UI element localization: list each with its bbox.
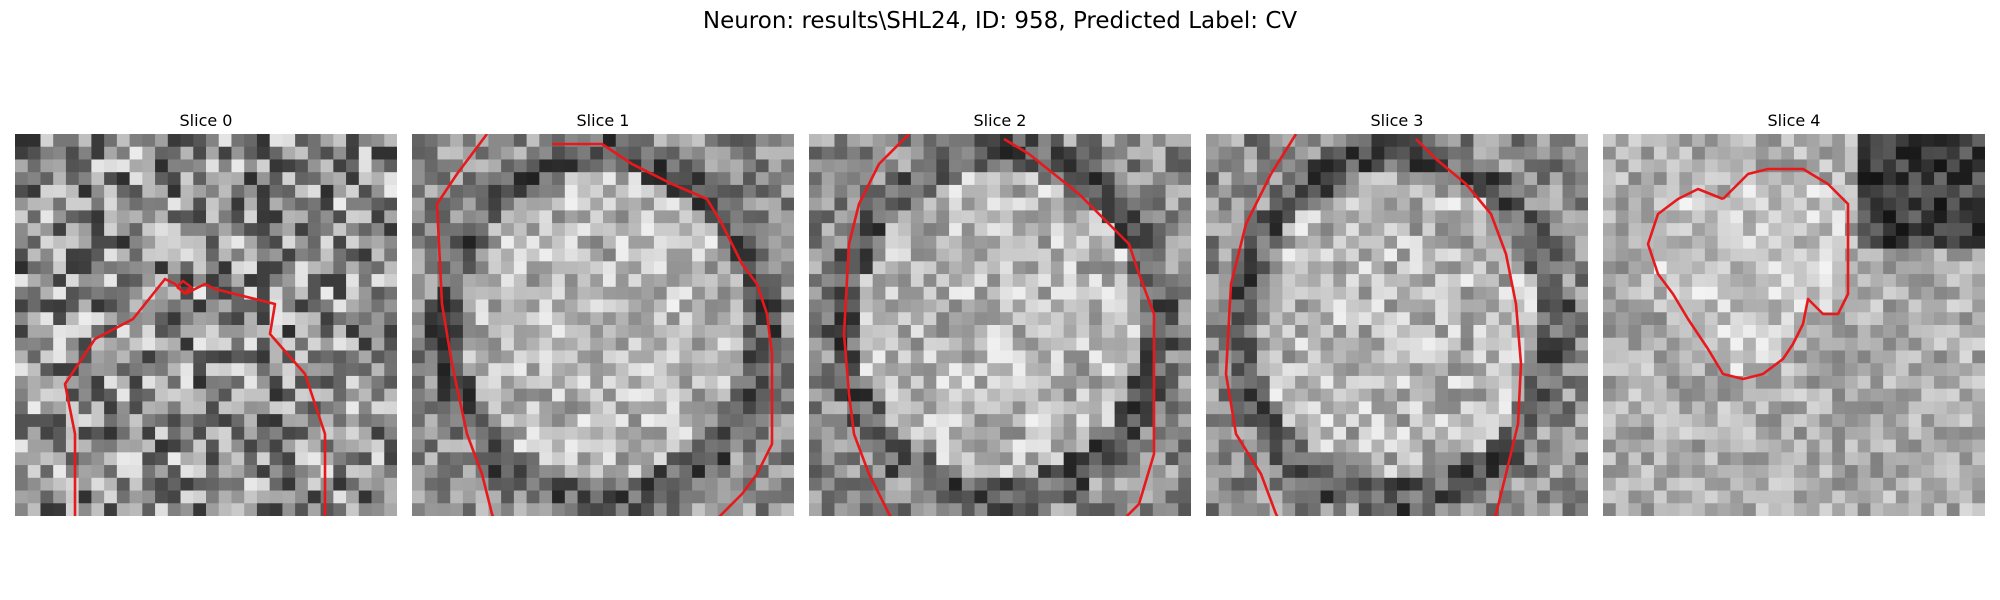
roi-contour <box>552 142 774 516</box>
roi-contour <box>176 279 193 295</box>
slice-panel-0: Slice 0 <box>15 110 397 516</box>
slice-panel-2: Slice 2 <box>809 110 1191 516</box>
slice-title: Slice 3 <box>1370 111 1424 130</box>
slice-image <box>15 134 397 516</box>
slice-title: Slice 2 <box>973 111 1027 130</box>
slice-title: Slice 0 <box>179 111 233 130</box>
figure-title: Neuron: results\SHL24, ID: 958, Predicte… <box>702 8 1298 34</box>
pixel-texture <box>1603 134 1985 516</box>
slice-image <box>412 134 794 516</box>
slice-title: Slice 1 <box>576 111 630 130</box>
slice-image <box>1603 134 1985 516</box>
slice-image <box>1206 134 1588 516</box>
slice-panel-1: Slice 1 <box>412 110 794 516</box>
roi-contour <box>1646 167 1850 381</box>
roi-contour <box>1224 134 1298 516</box>
roi-contour <box>1415 138 1523 516</box>
pixel-texture <box>809 134 1191 516</box>
roi-contour <box>63 277 327 516</box>
pixel-texture <box>1206 134 1588 516</box>
roi-contour <box>1003 137 1156 516</box>
slice-title: Slice 4 <box>1767 111 1821 130</box>
slice-panel-4: Slice 4 <box>1603 110 1985 516</box>
slice-panel-3: Slice 3 <box>1206 110 1588 516</box>
roi-contour <box>842 134 910 516</box>
roi-contour <box>435 134 495 516</box>
slice-image <box>809 134 1191 516</box>
pixel-texture <box>412 134 794 516</box>
pixel-texture <box>15 134 397 516</box>
